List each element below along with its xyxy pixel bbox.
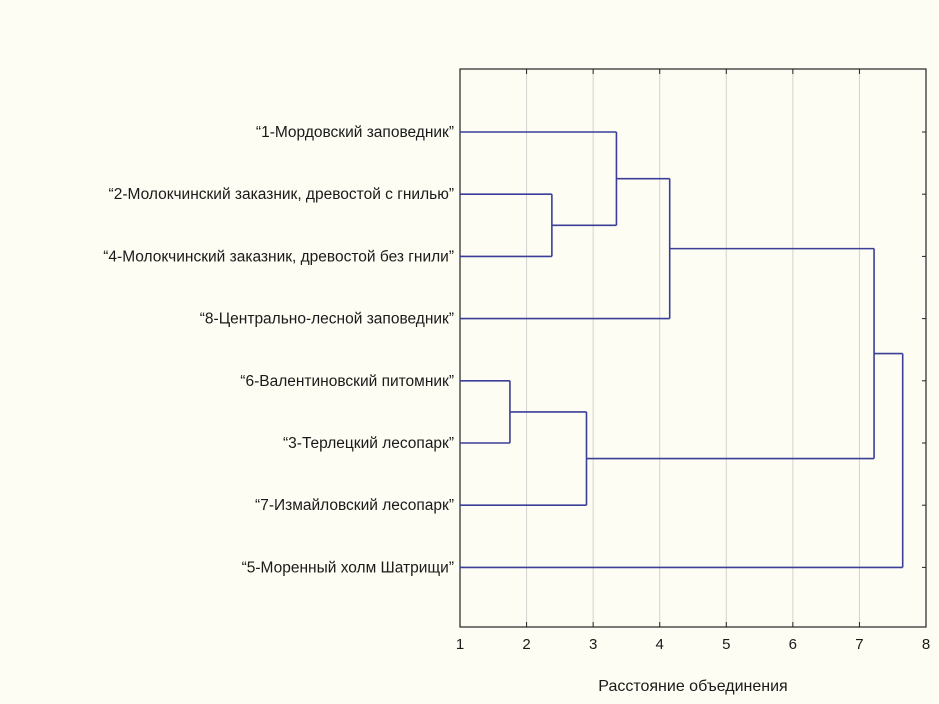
leaf-label: “6-Валентиновский питомник” <box>240 373 454 390</box>
leaf-label: “8-Центрально-лесной заповедник” <box>200 311 454 328</box>
x-axis-title: Расстояние объединения <box>598 678 787 695</box>
plot-frame <box>459 68 927 628</box>
leaf-label: “2-Молокчинский заказник, древостой с гн… <box>109 186 454 203</box>
leaf-label: “7-Измайловский лесопарк” <box>255 497 454 514</box>
leaf-label: “3-Терлецкий лесопарк” <box>283 435 454 452</box>
leaf-label: “5-Моренный холм Шатрищи” <box>242 559 454 576</box>
leaf-label: “1-Мордовский заповедник” <box>256 124 454 141</box>
x-tick-label: 5 <box>722 636 730 653</box>
leaf-label: “4-Молокчинский заказник, древостой без … <box>103 248 454 265</box>
x-tick-label: 6 <box>789 636 797 653</box>
x-tick-label: 1 <box>456 636 464 653</box>
x-tick-label: 8 <box>922 636 930 653</box>
x-tick-label: 2 <box>522 636 530 653</box>
x-tick-label: 7 <box>855 636 863 653</box>
x-tick-label: 3 <box>589 636 597 653</box>
grid-lines <box>526 69 860 627</box>
x-tick-label: 4 <box>656 636 664 653</box>
dendrogram-branches <box>460 131 904 569</box>
leaf-labels: “1-Мордовский заповедник” “2-Молокчинский… <box>103 124 454 576</box>
